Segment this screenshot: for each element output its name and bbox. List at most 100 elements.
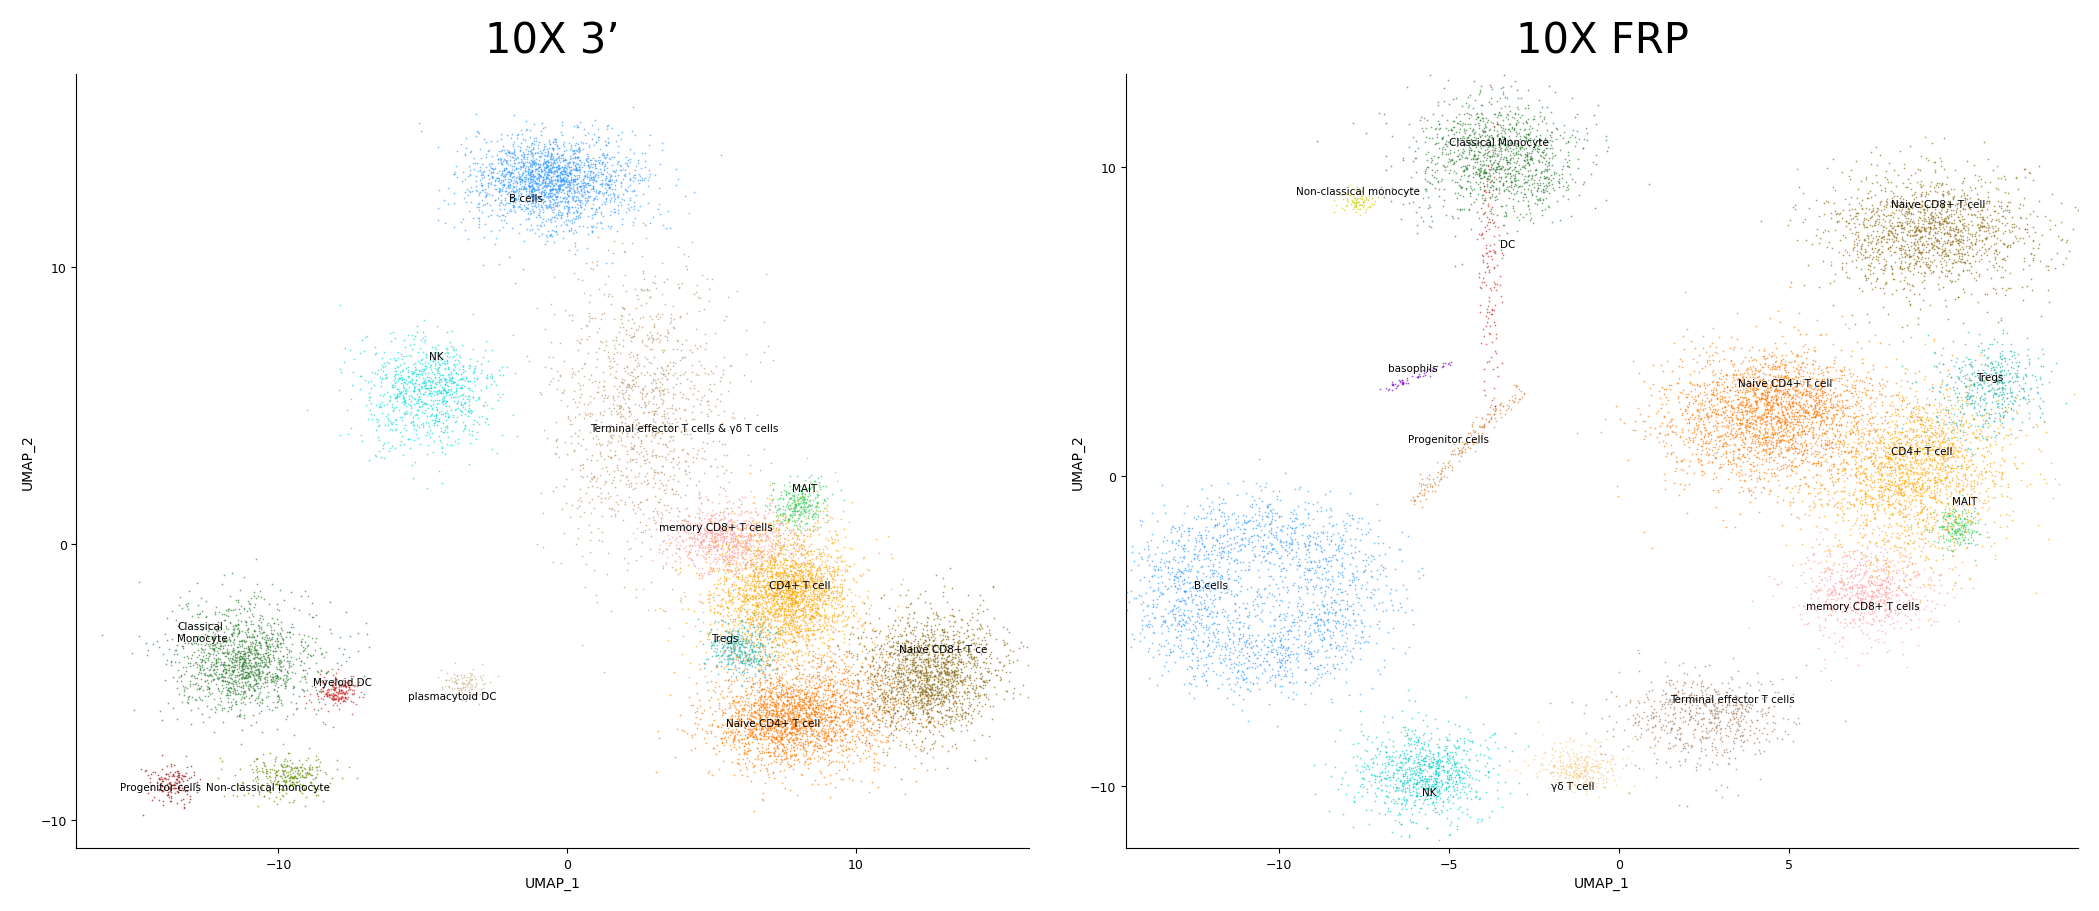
Point xyxy=(285,682,319,697)
Point xyxy=(787,713,821,728)
Point xyxy=(938,673,972,688)
Point xyxy=(1094,555,1127,569)
Point xyxy=(1696,388,1730,403)
Point xyxy=(1528,112,1562,127)
Point xyxy=(1807,595,1841,609)
Point xyxy=(290,640,323,654)
Point xyxy=(1692,436,1725,451)
Point xyxy=(762,650,796,665)
Point xyxy=(231,660,264,674)
Point xyxy=(1881,418,1914,433)
Point xyxy=(1960,205,1994,220)
Point xyxy=(1990,217,2023,231)
Point xyxy=(605,164,638,179)
Point xyxy=(1419,757,1453,772)
Point xyxy=(1822,558,1856,572)
Point xyxy=(714,578,747,593)
Point xyxy=(1694,715,1727,730)
Point xyxy=(1471,145,1505,159)
Point xyxy=(403,400,437,415)
Point xyxy=(1807,564,1841,578)
Point xyxy=(1528,171,1562,186)
Point xyxy=(838,686,871,701)
Point xyxy=(655,482,688,496)
Point xyxy=(1851,451,1885,466)
Point xyxy=(911,690,945,704)
Point xyxy=(1228,616,1261,630)
Point xyxy=(701,616,735,630)
Point xyxy=(174,609,208,623)
Point xyxy=(1858,214,1891,229)
Point xyxy=(718,768,751,783)
Point xyxy=(1904,505,1937,519)
Point xyxy=(493,167,527,181)
Point xyxy=(508,178,542,192)
Point xyxy=(1897,244,1931,259)
Point xyxy=(277,777,311,792)
Point xyxy=(512,177,546,191)
Point xyxy=(701,721,735,735)
Point xyxy=(1853,454,1887,468)
Point xyxy=(858,684,892,699)
Point xyxy=(781,753,814,768)
Point xyxy=(760,690,793,704)
Point xyxy=(1362,529,1396,544)
Point xyxy=(1753,403,1786,417)
Point xyxy=(697,529,730,544)
Point xyxy=(1828,466,1862,481)
Point xyxy=(1933,222,1967,237)
Point xyxy=(409,378,443,393)
Point xyxy=(653,435,686,449)
Point xyxy=(1511,739,1545,753)
Point xyxy=(1415,479,1448,494)
Point xyxy=(162,655,195,670)
Point xyxy=(512,211,546,226)
Point xyxy=(775,711,808,725)
Point xyxy=(1738,465,1772,479)
Point xyxy=(273,660,306,674)
Point xyxy=(894,698,928,712)
Point xyxy=(1196,656,1230,670)
Point xyxy=(493,185,527,200)
Point xyxy=(1759,732,1793,746)
Point xyxy=(644,459,678,474)
Point xyxy=(730,543,764,558)
Point xyxy=(787,736,821,751)
Point xyxy=(1738,366,1772,381)
Point xyxy=(279,701,313,715)
Point xyxy=(527,189,560,203)
Point xyxy=(1853,618,1887,632)
Point xyxy=(936,674,970,689)
Point xyxy=(812,559,846,574)
Point xyxy=(424,386,458,401)
Point xyxy=(709,545,743,559)
Point xyxy=(821,579,854,594)
Point xyxy=(1685,394,1719,408)
Point xyxy=(1576,156,1610,170)
Point xyxy=(1425,132,1459,147)
Point xyxy=(143,793,176,807)
Point xyxy=(924,673,957,688)
Point xyxy=(628,173,661,188)
Point xyxy=(720,534,754,548)
Point xyxy=(1436,152,1469,167)
Point xyxy=(1887,554,1921,568)
Point xyxy=(730,536,764,550)
Point xyxy=(518,152,552,167)
Point xyxy=(739,543,772,558)
Point xyxy=(258,675,292,690)
Point xyxy=(1801,445,1835,459)
Point xyxy=(1757,427,1790,442)
Point xyxy=(1740,410,1774,425)
Point xyxy=(775,699,808,713)
Point xyxy=(817,704,850,719)
Point xyxy=(432,368,466,383)
Point xyxy=(1713,757,1746,772)
Point xyxy=(1763,435,1797,450)
Point xyxy=(762,653,796,668)
Point xyxy=(1814,542,1847,557)
Point xyxy=(514,184,548,199)
Point xyxy=(770,568,804,582)
Point xyxy=(833,627,867,641)
Point xyxy=(1681,453,1715,467)
